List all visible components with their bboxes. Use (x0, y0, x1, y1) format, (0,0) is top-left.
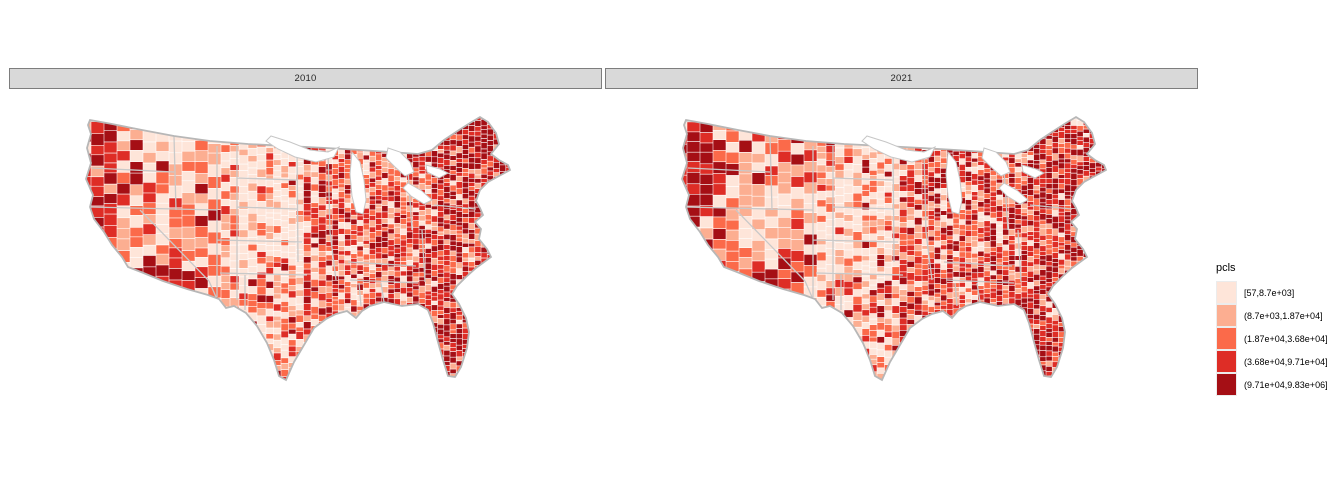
legend-key-label: (9.71e+04,9.83e+06] (1244, 379, 1328, 390)
legend-key-swatch (1216, 327, 1237, 350)
facet-strip-2010: 2010 (9, 68, 602, 89)
choropleth-map-2021 (674, 110, 1114, 386)
us-county-map-svg (681, 115, 1108, 382)
facet-strip-2021: 2021 (605, 68, 1198, 89)
legend-key-label: (1.87e+04,3.68e+04] (1244, 333, 1328, 344)
legend-key: (3.68e+04,9.71e+04] (1216, 350, 1328, 373)
facet-strip-label-2010: 2010 (294, 73, 317, 84)
facet-strip-label-2021: 2021 (890, 73, 913, 84)
legend-key-label: (3.68e+04,9.71e+04] (1244, 356, 1328, 367)
legend-key: (9.71e+04,9.83e+06] (1216, 373, 1328, 396)
choropleth-map-2010 (78, 110, 518, 386)
legend-title: pcls (1216, 262, 1236, 274)
legend: pcls [57,8.7e+03] (8.7e+03,1.87e+04] (1.… (1216, 261, 1328, 396)
legend-key: [57,8.7e+03] (1216, 281, 1328, 304)
legend-keys: [57,8.7e+03] (8.7e+03,1.87e+04] (1.87e+0… (1216, 281, 1328, 396)
legend-key-label: (8.7e+03,1.87e+04] (1244, 310, 1323, 321)
legend-key-label: [57,8.7e+03] (1244, 287, 1295, 298)
legend-key: (8.7e+03,1.87e+04] (1216, 304, 1328, 327)
legend-key-swatch (1216, 350, 1237, 373)
legend-key-swatch (1216, 281, 1237, 304)
legend-key: (1.87e+04,3.68e+04] (1216, 327, 1328, 350)
legend-key-swatch (1216, 373, 1237, 396)
us-county-map-svg (85, 115, 512, 382)
legend-key-swatch (1216, 304, 1237, 327)
